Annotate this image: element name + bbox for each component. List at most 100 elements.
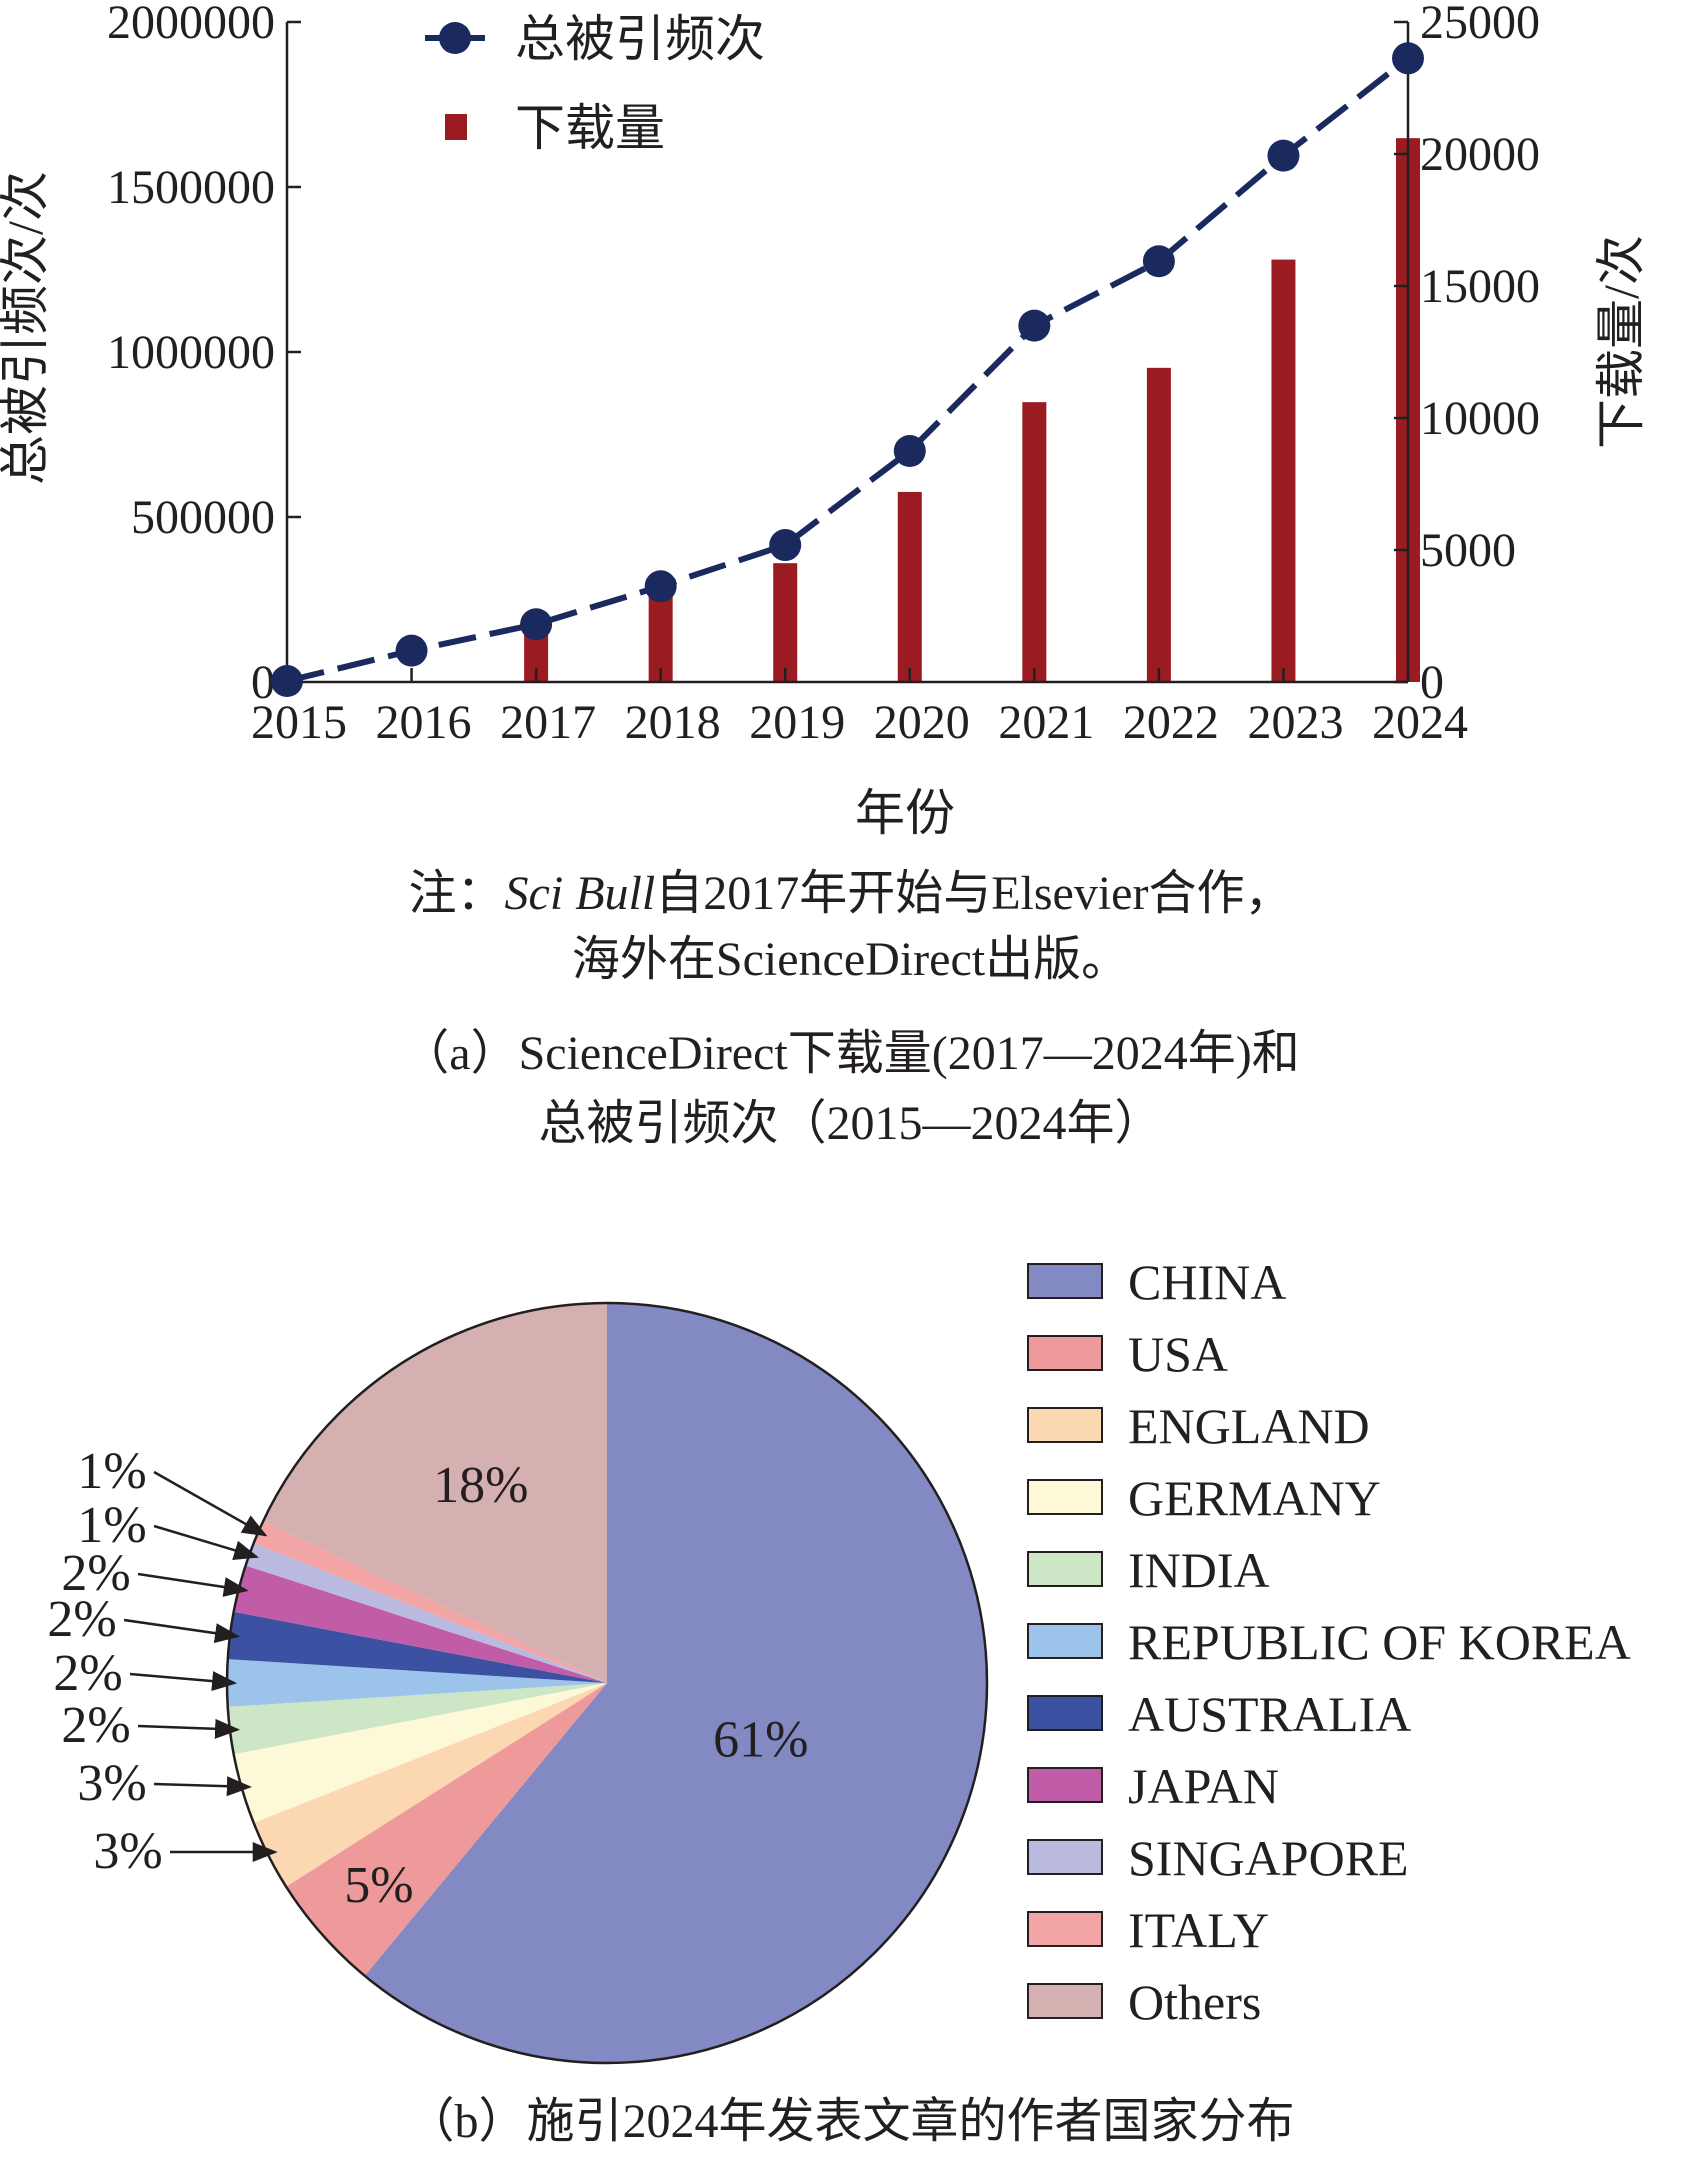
right-tick-label: 0 [1420,656,1444,709]
pie-slice-singapore [245,1543,608,1683]
x-tick-label: 2024 [1372,696,1468,749]
citation-point-2018 [644,570,677,603]
download-bar-2018 [648,592,673,682]
download-bar-2021 [1022,402,1047,682]
pie-label-italy: 1% [77,1443,146,1500]
legend-label-republic-of-korea: REPUBLIC OF KOREA [1128,1614,1631,1670]
right-tick-label: 15000 [1420,260,1540,313]
legend-swatch-others [1027,1983,1103,2019]
citation-point-2017 [520,608,553,641]
pie-label-india: 2% [61,1697,130,1754]
citation-point-2021 [1018,309,1051,342]
right-tick-label: 25000 [1420,0,1540,49]
right-tick-label: 5000 [1420,524,1516,577]
legend-swatch-australia [1027,1695,1103,1731]
pie-arrow-germany [153,1776,252,1797]
pie-label-usa: 5% [344,1857,413,1914]
legend-label-citations: 总被引频次 [515,11,765,67]
legend-label-germany: GERMANY [1128,1470,1381,1526]
citation-point-2024 [1392,42,1424,75]
citation-point-2015 [271,665,303,698]
pie-label-singapore: 1% [77,1497,146,1554]
pie-slice-china [364,1303,987,2063]
pie-slice-republic-of-korea [227,1659,607,1707]
legend-label-china: CHINA [1128,1254,1286,1310]
pie-label-china: 61% [713,1711,808,1768]
download-bar-2022 [1146,367,1171,682]
legend-swatch-england [1027,1407,1103,1443]
subtitle-b: （b）施引2024年发表文章的作者国家分布 [406,2095,1295,2148]
pie-label-england: 3% [93,1823,162,1880]
pie-slice-italy [253,1521,607,1683]
left-axis-title: 总被引频次/次 [0,171,53,485]
combo-chart: 0 500000 1000000 1500000 2000000 0 5000 10000 15… [0,0,1649,841]
legend-label-downloads: 下载量 [515,100,665,156]
pie-label-australia: 2% [47,1591,116,1648]
legend-swatch-singapore [1027,1839,1103,1875]
citation-point-2016 [395,634,428,667]
right-axis-title: 下载量/次 [1593,235,1649,449]
pie-arrow-india [137,1718,241,1739]
x-tick-label: 2016 [376,696,472,749]
pie-arrow-australia [123,1618,241,1644]
legend-label-usa: USA [1128,1326,1228,1382]
chart-note-line1: 注：Sci Bull自2017年开始与Elsevier合作， [0,862,1701,926]
pie-chart: 61%5%18%1%1%2%2%2%2%3%3%CHINAUSAENGLANDG… [47,1254,1631,2065]
pie-slice-others [263,1303,607,1683]
chart-note-line2: 海外在ScienceDirect出版。 [571,933,1130,986]
pie-label-germany: 3% [77,1755,146,1812]
citation-point-2023 [1267,139,1300,172]
citation-point-2020 [893,435,926,467]
left-tick-label: 1500000 [107,161,275,214]
pie-arrow-italy [153,1470,268,1537]
citation-point-2019 [769,529,802,562]
citation-point-2022 [1142,245,1175,278]
x-tick-label: 2015 [251,696,347,749]
pie-slice-australia [227,1611,607,1683]
pie-label-republic-of-korea: 2% [53,1645,122,1702]
note-prefix: 注： [408,867,505,920]
pie-arrow-japan [137,1572,249,1597]
x-axis-title: 年份 [855,785,955,841]
pie-slice-england [253,1683,607,1887]
left-tick-label: 2000000 [107,0,275,49]
x-tick-label: 2017 [500,696,596,749]
x-tick-label: 2018 [625,696,721,749]
legend-label-others: Others [1128,1974,1261,2030]
legend-label-italy: ITALY [1128,1902,1269,1958]
legend-label-australia: AUSTRALIA [1128,1686,1411,1742]
download-bar-2020 [897,491,922,682]
x-tick-label: 2022 [1123,696,1219,749]
legend-swatch-usa [1027,1335,1103,1371]
note-journal-name: Sci Bull [504,867,656,920]
legend-swatch-germany [1027,1479,1103,1515]
legend-swatch-republic-of-korea [1027,1623,1103,1659]
legend-swatch-italy [1027,1911,1103,1947]
pie-slice-germany [233,1683,608,1823]
x-tick-label: 2021 [998,696,1094,749]
pie-slice-india [227,1683,607,1755]
pie-legend: CHINA USA ENGLAND GERMANY INDIA REPUBLIC OF K… [1027,1254,1631,2030]
legend-label-india: INDIA [1128,1542,1270,1598]
left-tick-label: 500000 [131,491,275,544]
right-tick-label: 20000 [1420,128,1540,181]
citation-line [286,55,1410,684]
left-tick-label: 0 [251,656,275,709]
x-tick-label: 2023 [1247,696,1343,749]
pie-label-japan: 2% [61,1545,130,1602]
pie-label-others: 18% [433,1457,528,1514]
pie-slice-japan [233,1565,608,1683]
pie-slice-usa [286,1683,607,1976]
legend-label-singapore: SINGAPORE [1128,1830,1409,1886]
download-bar-2023 [1271,259,1296,682]
x-tick-label: 2020 [874,696,970,749]
legend-bar-swatch [445,114,467,140]
right-tick-label: 10000 [1420,392,1540,445]
legend-swatch-china [1027,1263,1103,1299]
subtitle-a-line1: （a）ScienceDirect下载量(2017—2024年)和 [401,1027,1300,1080]
pie-arrow-singapore [153,1524,260,1560]
legend-swatch-japan [1027,1767,1103,1803]
legend-swatch-india [1027,1551,1103,1587]
